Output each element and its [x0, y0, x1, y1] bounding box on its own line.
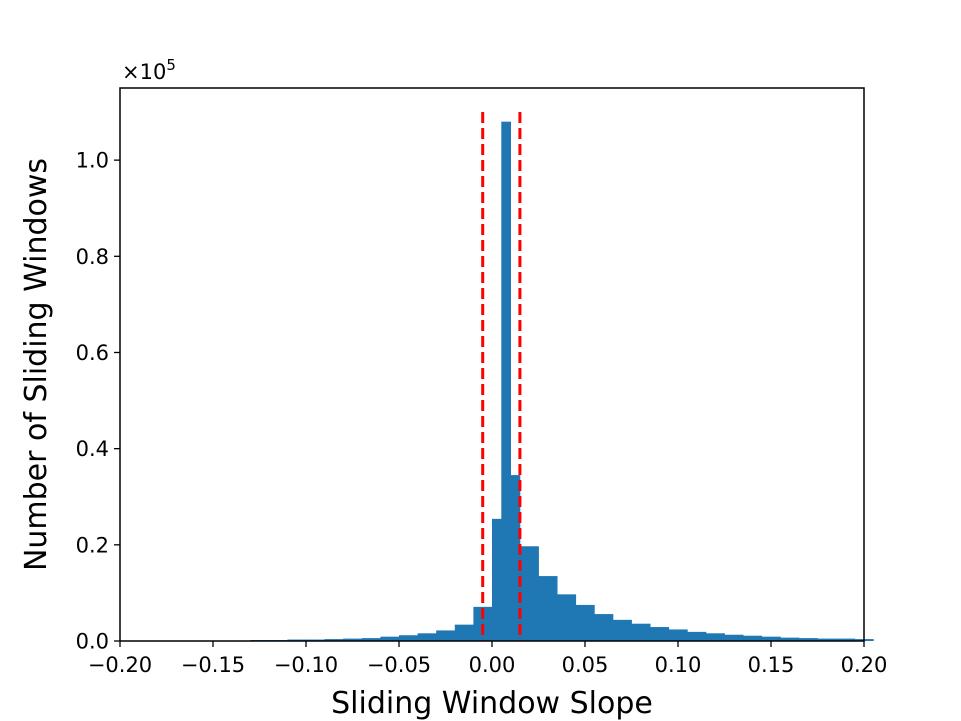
- histogram-bar: [324, 639, 344, 641]
- histogram-bar: [380, 636, 400, 641]
- histogram-bar: [817, 638, 837, 641]
- y-tick-label: 1.0: [76, 149, 109, 173]
- histogram-bar: [594, 614, 614, 641]
- histogram-bar: [705, 633, 725, 641]
- x-tick-label: 0.10: [655, 653, 702, 677]
- histogram-bar: [650, 627, 670, 641]
- histogram-bar: [492, 518, 502, 641]
- x-tick-label: −0.10: [274, 653, 338, 677]
- x-axis-ticks: −0.20 −0.15 −0.10 −0.05 0.00 0.05 0.10 0.15 0.20: [88, 641, 888, 677]
- y-axis-offset-exponent: 5: [166, 56, 176, 74]
- histogram-bar: [399, 635, 418, 641]
- y-tick-label: 0.8: [76, 245, 109, 269]
- x-tick-label: 0.20: [841, 653, 888, 677]
- y-axis-offset-base: ×10: [122, 60, 166, 84]
- histogram-bar: [575, 604, 595, 641]
- histogram-bar: [501, 121, 511, 641]
- y-tick-label: 0.6: [76, 341, 109, 365]
- x-tick-label: −0.15: [181, 653, 245, 677]
- x-tick-label: 0.00: [469, 653, 516, 677]
- histogram-bar: [343, 638, 363, 641]
- histogram-bar: [417, 633, 437, 641]
- histogram-bar: [780, 637, 800, 641]
- histogram-bar: [743, 635, 763, 641]
- histogram-bar: [798, 638, 818, 641]
- histogram-bar: [557, 594, 577, 641]
- y-axis-ticks: 0.0 0.2 0.4 0.6 0.8 1.0: [76, 149, 120, 654]
- y-tick-label: 0.0: [76, 630, 109, 654]
- y-axis-offset-label: ×105: [122, 56, 176, 84]
- histogram-bar: [724, 634, 744, 641]
- x-tick-label: −0.05: [367, 653, 431, 677]
- histogram-bar: [836, 638, 856, 641]
- y-axis-label: Number of Sliding Windows: [19, 158, 54, 571]
- histogram-bar: [761, 636, 781, 641]
- histogram-bar: [361, 638, 381, 641]
- histogram-bar: [612, 619, 632, 641]
- histogram-bar: [668, 629, 688, 641]
- x-tick-label: 0.15: [748, 653, 795, 677]
- histogram-bars: [250, 121, 874, 641]
- histogram-bar: [538, 576, 558, 641]
- y-tick-label: 0.4: [76, 437, 109, 461]
- histogram-bar: [631, 623, 651, 641]
- histogram-bar: [687, 631, 707, 641]
- histogram-bar: [454, 624, 474, 641]
- histogram-bar: [473, 606, 493, 641]
- y-tick-label: 0.2: [76, 533, 109, 557]
- threshold-lines: [481, 112, 522, 641]
- x-axis-label: Sliding Window Slope: [331, 686, 653, 721]
- histogram-bar: [436, 630, 456, 641]
- histogram-bar: [519, 546, 539, 641]
- x-tick-label: −0.20: [88, 653, 152, 677]
- histogram-bar: [510, 475, 521, 641]
- x-tick-label: 0.05: [562, 653, 609, 677]
